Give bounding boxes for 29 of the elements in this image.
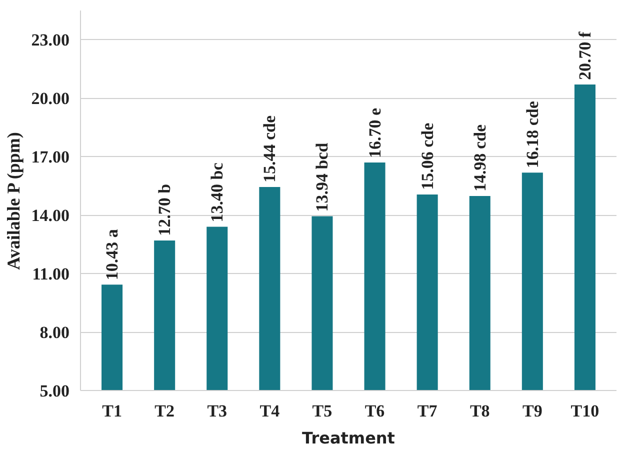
x-tick-label: T3: [207, 402, 228, 420]
y-tick-label: 17.00: [31, 148, 70, 167]
x-tick-label: T5: [312, 402, 332, 420]
y-tick-label: 11.00: [32, 264, 70, 284]
y-tick-label: 8.00: [40, 323, 70, 342]
y-tick-label: 23.00: [31, 30, 70, 50]
x-tick-label: T1: [102, 402, 122, 420]
data-label: 15.06 cde: [418, 122, 437, 190]
data-label: 12.70 b: [155, 184, 174, 236]
x-tick-label: T10: [570, 402, 600, 420]
data-label: 10.43 a: [102, 228, 122, 280]
data-label: 14.98 cde: [470, 124, 490, 192]
x-tick-label: T9: [522, 402, 542, 420]
data-label: 16.70 e: [365, 107, 384, 158]
y-tick-label: 14.00: [31, 206, 70, 226]
data-label: 15.44 cde: [260, 114, 280, 182]
y-tick-label: 5.00: [40, 382, 70, 400]
data-label: 20.70 f: [575, 31, 594, 80]
y-tick-label: 20.00: [31, 89, 70, 108]
x-tick-label: T2: [154, 402, 175, 420]
x-tick-label: T4: [260, 402, 280, 420]
data-label: 13.40 bc: [208, 162, 227, 222]
x-axis-title: Treatment: [302, 428, 396, 448]
y-axis-title: Available P (ppm): [3, 132, 24, 270]
x-tick-label: T6: [364, 402, 385, 420]
x-tick-label: T8: [470, 402, 490, 420]
x-tick-label: T7: [417, 402, 438, 420]
data-label: 16.18 cde: [522, 100, 542, 168]
data-label: 13.94 bcd: [312, 142, 332, 212]
